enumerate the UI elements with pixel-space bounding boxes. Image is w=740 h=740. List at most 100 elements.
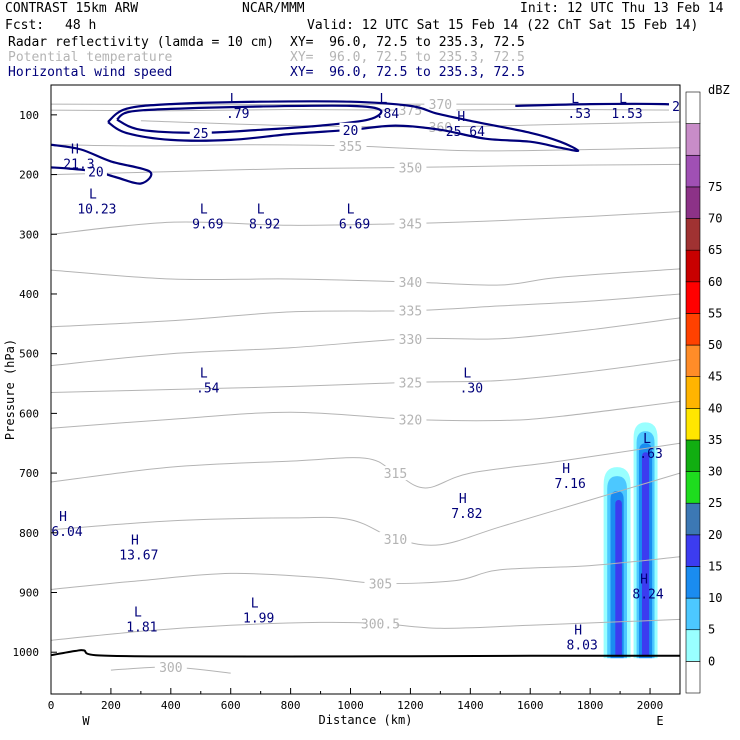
theta-contour xyxy=(51,618,680,641)
colorbar-swatch xyxy=(685,661,701,694)
colorbar-level-label: 45 xyxy=(708,370,722,384)
theta-label-bg xyxy=(394,160,427,175)
forecast-hours: 48 h xyxy=(65,18,97,33)
field-name-theta: Potential temperature xyxy=(8,50,173,65)
extremum-value: 1.99 xyxy=(243,611,274,626)
theta-contour xyxy=(51,211,680,235)
wind-contour-label: 25 xyxy=(193,127,209,142)
y-tick-label: 1000 xyxy=(13,646,40,659)
init-time: Init: 12 UTC Thu 13 Feb 14 xyxy=(520,1,724,16)
extremum-value: .53 xyxy=(567,107,590,122)
colorbar-swatch xyxy=(685,123,701,156)
extremum-value: .63 xyxy=(639,447,662,462)
wind-contour xyxy=(51,143,153,185)
theta-contour-label: 300.5 xyxy=(361,618,400,633)
theta-label-bg xyxy=(379,466,412,481)
wind-contour xyxy=(515,102,680,107)
extremum-type: L xyxy=(251,596,259,611)
theta-contour-label: 335 xyxy=(399,305,422,320)
x-end-label-west: W xyxy=(82,714,90,728)
colorbar-swatch xyxy=(685,471,701,504)
theta-contour xyxy=(51,268,680,286)
extremum-value: 6.04 xyxy=(51,525,82,540)
extremum-value: 21.3 xyxy=(63,158,94,173)
extremum-type: H xyxy=(562,462,570,477)
colorbar-level-label: 40 xyxy=(708,401,722,415)
y-tick-label: 900 xyxy=(19,587,39,600)
extremum-value: 6.69 xyxy=(339,217,370,232)
y-tick-label: 700 xyxy=(19,467,39,480)
y-tick-label: 300 xyxy=(19,228,39,241)
field-xy-reflectivity: XY= 96.0, 72.5 to 235.3, 72.5 xyxy=(290,35,525,50)
extremum-type: H xyxy=(71,143,79,158)
colorbar-swatch xyxy=(685,344,701,377)
extremum-type: L xyxy=(463,367,471,382)
theta-contour xyxy=(51,317,680,367)
y-tick-label: 400 xyxy=(19,288,39,301)
colorbar-level-label: 50 xyxy=(708,338,722,352)
colorbar-swatch xyxy=(685,597,701,631)
colorbar-swatch xyxy=(685,566,701,599)
extremum-value: 1.81 xyxy=(126,620,157,635)
extremum-type: H xyxy=(59,510,67,525)
extremum-type: H xyxy=(457,110,465,125)
theta-contour xyxy=(51,359,680,393)
theta-contour xyxy=(51,293,680,328)
extremum-type: L xyxy=(230,92,238,107)
extremum-value: 1.53 xyxy=(611,107,642,122)
theta-contour xyxy=(51,108,680,112)
x-tick-label: 1400 xyxy=(457,699,484,712)
center-name: NCAR/MMM xyxy=(242,1,305,16)
extremum-type: L xyxy=(619,92,627,107)
theta-label-bg xyxy=(394,275,427,290)
colorbar-level-label: 70 xyxy=(708,212,722,226)
colorbar-swatch xyxy=(685,218,701,251)
x-end-label-east: E xyxy=(656,714,663,728)
colorbar-swatch xyxy=(685,629,701,662)
wind-label-bg xyxy=(189,125,212,140)
colorbar-level-label: 30 xyxy=(708,465,722,479)
extremum-value: 7.16 xyxy=(555,477,586,492)
forecast-label: Fcst: xyxy=(5,18,45,33)
extremum-type: L xyxy=(571,92,579,107)
extremum-type: H xyxy=(459,492,467,507)
extremum-type: L xyxy=(89,187,97,202)
colorbar-swatch xyxy=(685,249,701,283)
extremum-value: 7.82 xyxy=(451,507,482,522)
colorbar-level-label: 55 xyxy=(708,306,722,320)
y-tick-label: 100 xyxy=(19,109,39,122)
theta-contour xyxy=(51,163,680,176)
y-tick-label: 500 xyxy=(19,348,39,361)
theta-contour-label: 350 xyxy=(399,161,422,176)
reflectivity-cell xyxy=(615,499,622,656)
valid-time: Valid: 12 UTC Sat 15 Feb 14 (22 ChT Sat … xyxy=(307,18,699,33)
colorbar-level-label: 15 xyxy=(708,559,722,573)
x-tick-label: 400 xyxy=(161,699,181,712)
x-tick-label: 1000 xyxy=(337,699,364,712)
colorbar-swatch xyxy=(685,313,701,346)
theta-label-bg xyxy=(394,216,427,231)
colorbar-swatch xyxy=(685,534,701,567)
y-axis-title: Pressure (hPa) xyxy=(3,339,17,440)
wind-contour-label: 20 xyxy=(672,100,688,115)
extremum-type: L xyxy=(257,202,265,217)
field-xy-wind: XY= 96.0, 72.5 to 235.3, 72.5 xyxy=(290,65,525,80)
theta-label-bg xyxy=(394,412,427,427)
y-tick-label: 200 xyxy=(19,169,39,182)
theta-contour-label: 325 xyxy=(399,376,422,391)
wind-contour-label: 20 xyxy=(343,124,359,139)
extremum-type: L xyxy=(380,92,388,107)
colorbar-swatch xyxy=(685,281,701,314)
theta-contour-label: 345 xyxy=(399,218,422,233)
wind-label-bg xyxy=(339,122,362,137)
colorbar-level-label: 25 xyxy=(708,496,722,510)
extremum-value: 8.24 xyxy=(632,588,663,603)
extremum-type: H xyxy=(131,534,139,549)
x-axis-title: Distance (km) xyxy=(319,713,413,727)
extremum-type: L xyxy=(200,367,208,382)
extremum-value: 25.64 xyxy=(446,125,485,140)
wind-contour-label: 20 xyxy=(88,166,104,181)
theta-contour-label: 300 xyxy=(159,661,182,676)
theta-contour-label: 360 xyxy=(429,121,452,136)
theta-contour-label: 330 xyxy=(399,333,422,348)
